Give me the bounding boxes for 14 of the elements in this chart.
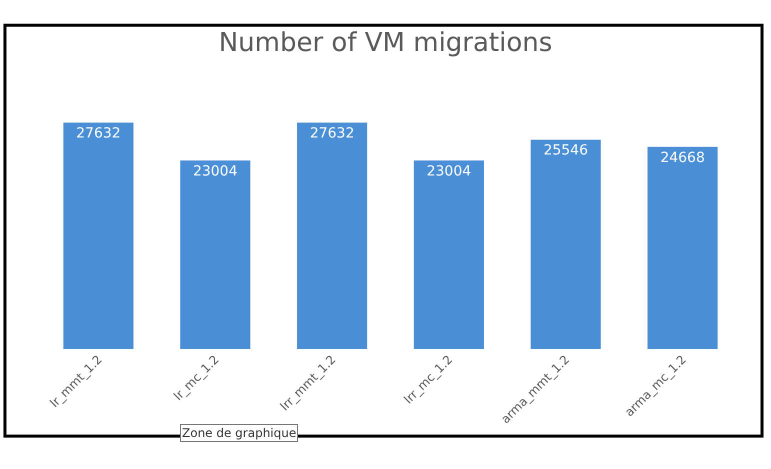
data-label: 27632 (310, 126, 354, 142)
data-label: 23004 (426, 164, 472, 180)
bar (63, 122, 134, 349)
data-label: 24668 (660, 150, 705, 166)
data-label: 25546 (543, 142, 588, 159)
bar (648, 146, 718, 349)
data-label: 23004 (192, 164, 238, 180)
bar (297, 122, 368, 349)
bar (414, 160, 484, 349)
chart-title: Number of VM migrations (218, 28, 552, 58)
data-label: 27632 (76, 126, 121, 142)
bar (530, 140, 601, 349)
text: Zone de graphique (182, 426, 296, 440)
bar (180, 160, 250, 349)
